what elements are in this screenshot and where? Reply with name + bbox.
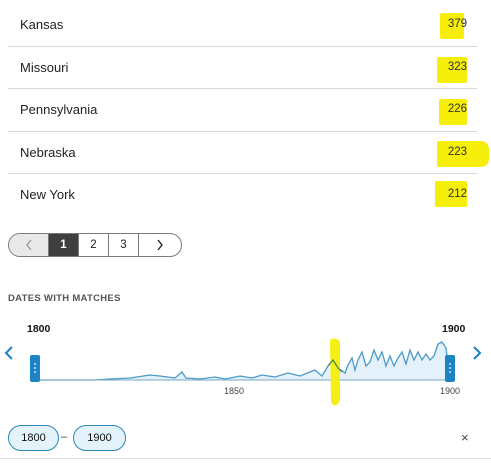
next-page-button[interactable] (139, 234, 181, 256)
match-count: 226 (447, 103, 467, 115)
yellow-highlight-mark (330, 338, 340, 406)
list-item[interactable]: New York 212 (8, 174, 477, 217)
pagination: 1 2 3 (8, 233, 182, 257)
histogram-line-segment (327, 358, 343, 373)
chevron-left-icon (25, 239, 32, 251)
histogram-line (36, 341, 451, 381)
state-name: Nebraska (20, 144, 76, 160)
divider (0, 458, 491, 459)
match-count: 323 (447, 60, 467, 73)
range-separator: – (61, 431, 68, 443)
count-highlight (435, 181, 467, 207)
page-1-button[interactable]: 1 (49, 234, 79, 256)
close-icon[interactable]: × (461, 430, 469, 445)
chevron-right-icon (157, 239, 163, 251)
count-highlight (440, 13, 464, 39)
match-count: 379 (447, 18, 467, 30)
match-count: 223 (447, 145, 467, 158)
range-start-label: 1800 (27, 323, 51, 335)
timeline-next-icon[interactable] (471, 343, 483, 363)
previous-page-button[interactable] (9, 234, 49, 256)
count-highlight (439, 99, 467, 125)
range-end-handle[interactable] (445, 355, 455, 382)
date-histogram: 1850 1900 (30, 338, 460, 406)
page-2-button[interactable]: 2 (79, 234, 109, 256)
page-3-button[interactable]: 3 (109, 234, 139, 256)
date-from-chip[interactable]: 1800 (8, 425, 59, 451)
range-start-handle[interactable] (30, 355, 40, 382)
results-list: Kansas 379 Missouri 323 Pennsylvania 226… (8, 4, 489, 217)
count-highlight (437, 140, 489, 167)
section-title: DATES WITH MATCHES (8, 293, 121, 304)
state-name: Pennsylvania (20, 102, 98, 117)
range-end-label: 1900 (442, 323, 466, 335)
axis-tick-label: 1850 (224, 386, 244, 396)
axis-tick-label: 1900 (440, 386, 460, 396)
match-count: 212 (447, 188, 467, 200)
list-item[interactable]: Missouri 323 (8, 47, 477, 89)
list-item[interactable]: Kansas 379 (8, 4, 477, 47)
state-name: New York (20, 187, 75, 202)
count-highlight (437, 56, 467, 83)
list-item[interactable]: Nebraska 223 (8, 132, 489, 174)
timeline-prev-icon[interactable] (3, 343, 15, 363)
list-item[interactable]: Pennsylvania 226 (8, 89, 477, 132)
state-name: Missouri (20, 59, 69, 75)
state-name: Kansas (20, 17, 64, 32)
date-to-chip[interactable]: 1900 (73, 425, 126, 451)
